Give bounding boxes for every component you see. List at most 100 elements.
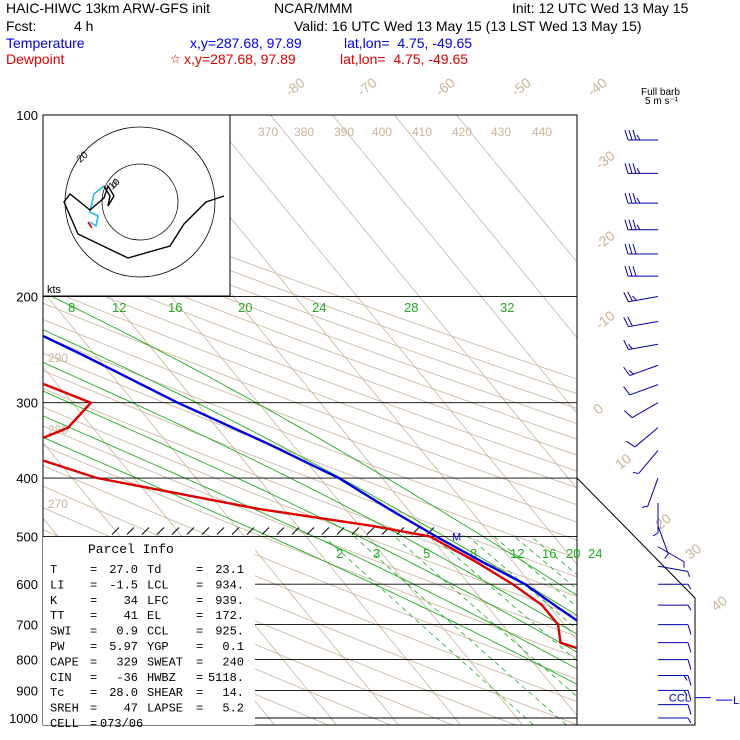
wind-barb-shaft [634, 427, 659, 448]
temperature-profile-line [43, 334, 577, 623]
pressure-tick-label: 600 [16, 577, 38, 592]
dry-adiabat-line [43, 302, 577, 506]
wind-barb [658, 674, 692, 686]
wind-barb-flag [624, 243, 629, 255]
wind-barb-flag [641, 505, 648, 508]
parcel-row-value: 47 [124, 702, 138, 716]
dewpoint-xy: x,y=287.68, 97.89 [184, 51, 296, 67]
isotherm-label: -50 [508, 74, 534, 99]
pressure-tick-label: 200 [16, 290, 38, 305]
wind-barb-shaft [638, 450, 659, 474]
dry-adiabat-label: 410 [412, 125, 432, 139]
wind-barb-flag [632, 163, 637, 174]
hatch-mark [426, 527, 435, 535]
parcel-row-value2: 14. [222, 686, 244, 700]
hatch-mark [291, 527, 300, 535]
parcel-row-equals2: = [196, 671, 203, 685]
pressure-tick-label: 1000 [9, 711, 38, 726]
parcel-row-value: 34 [124, 594, 138, 608]
init-time: Init: 12 UTC Wed 13 May 15 [512, 0, 689, 16]
wind-barb-flag [624, 163, 629, 174]
parcel-row-label: T [50, 563, 57, 577]
parcel-row-value: -1.5 [109, 578, 138, 592]
parcel-row-equals2: = [196, 655, 203, 669]
parcel-row-label2: CCL [147, 625, 169, 639]
wind-barb-flag [623, 317, 629, 327]
dry-adiabat-label: 420 [452, 125, 472, 139]
wind-barb [657, 565, 691, 577]
dry-adiabat-line [43, 286, 577, 489]
wind-barb-flag [624, 265, 629, 277]
wind-barb-flag [687, 675, 692, 686]
isotherm-label: -80 [282, 74, 308, 99]
parcel-row-equals: = [90, 563, 97, 577]
dry-adiabat-label: 440 [532, 125, 552, 139]
dry-adiabat-line [43, 465, 577, 680]
wind-barb-shaft [628, 320, 659, 328]
wind-barb [641, 477, 659, 508]
mixing-ratio-label: 24 [588, 546, 602, 561]
wind-barb [624, 192, 658, 204]
parcel-row-label2: HWBZ [147, 671, 176, 685]
isotherm-label: -20 [592, 227, 618, 252]
mixing-ratio-label: 20 [566, 546, 580, 561]
cell-label: CELL [50, 717, 79, 731]
wind-barb-flag [636, 224, 641, 231]
mixing-ratio-line [531, 536, 577, 576]
isotherm-label: -60 [432, 74, 458, 99]
parcel-row-equals2: = [196, 702, 203, 716]
parcel-row-label: PW [50, 640, 65, 654]
pressure-tick-label: 700 [16, 618, 38, 633]
wind-barb-flag [632, 129, 637, 141]
hatch-mark [156, 527, 165, 535]
isotherm-line [331, 115, 577, 414]
wind-barb [658, 704, 692, 715]
hatch-mark [246, 527, 255, 535]
parcel-row-value2: 5118. [208, 671, 244, 685]
dry-adiabat-label: 380 [294, 125, 314, 139]
moist-adiabat-label: 32 [500, 300, 514, 315]
mixing-ratio-line [514, 536, 577, 590]
hatch-mark [126, 527, 135, 535]
wind-barb-flag [628, 344, 633, 350]
moist-adiabat-line [43, 361, 577, 635]
barb-key-title: Full barb [641, 87, 680, 98]
hatch-mark [216, 527, 225, 535]
wind-barb-flag [652, 532, 659, 537]
ccl-label: CCL [669, 693, 691, 705]
parcel-row-value2: 934. [215, 578, 244, 592]
isotherm-label: 40 [708, 592, 730, 614]
wind-barb-flag [636, 197, 641, 204]
parcel-row-label2: LAPSE [147, 702, 183, 716]
parcel-row-equals2: = [196, 640, 203, 654]
dry-adiabat-line [43, 388, 577, 597]
wind-barb [623, 364, 659, 376]
hatch-mark [111, 527, 120, 535]
model-title: HAIC-HIWC 13km ARW-GFS init [6, 0, 211, 16]
temperature-xy: x,y=287.68, 97.89 [190, 35, 302, 51]
moist-adiabat-line [43, 390, 577, 653]
m-label: M [452, 531, 461, 543]
isotherm-label: 0 [590, 400, 606, 418]
wind-barb-flag [628, 243, 633, 255]
wind-barb-flag [632, 265, 637, 277]
wind-barb-flag [687, 571, 691, 577]
parcel-row-equals: = [90, 671, 97, 685]
wind-barb-flag [687, 704, 692, 715]
wind-barb [657, 546, 685, 568]
parcel-row-equals: = [90, 655, 97, 669]
parcel-info-title: Parcel Info [88, 542, 174, 557]
dry-adiabat-line [43, 335, 577, 541]
wind-barb-flag [632, 219, 637, 230]
hodograph-frame [42, 114, 231, 297]
hatch-mark [186, 527, 195, 535]
parcel-info-background [43, 537, 255, 725]
wind-barb [624, 219, 658, 231]
dry-adiabat-line [43, 406, 577, 617]
hodograph-units-label: kts [47, 284, 62, 296]
wind-barb [623, 291, 659, 303]
moist-adiabat-label: 20 [238, 300, 252, 315]
dry-adiabat-line [43, 319, 577, 523]
parcel-row-label: SREH [50, 702, 79, 716]
